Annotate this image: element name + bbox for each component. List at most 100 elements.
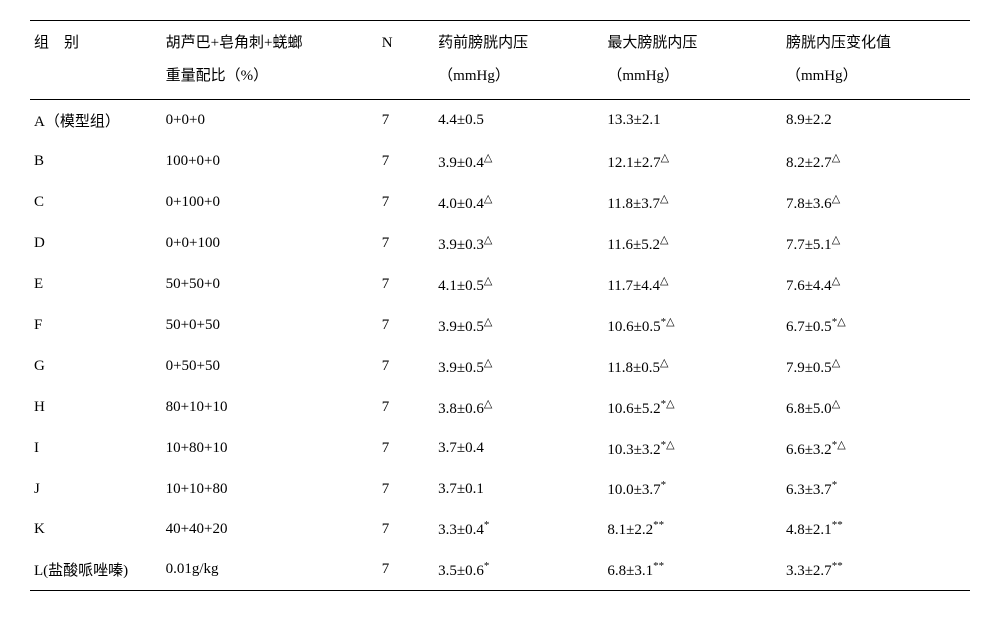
cell-pre: 3.9±0.5△ [434,305,603,346]
cell-max: 11.6±5.2△ [603,223,782,264]
cell-change: 7.6±4.4△ [782,264,970,305]
cell-ratio: 0+100+0 [162,182,378,223]
cell-n: 7 [378,428,434,469]
cell-pre-sup: △ [484,316,492,328]
cell-change-sup: *△ [832,439,846,451]
cell-change-sup: ** [832,560,843,572]
cell-n: 7 [378,346,434,387]
cell-change-sup: * [832,479,838,491]
cell-max-value: 8.1±2.2 [607,522,653,538]
table-row: A（模型组）0+0+074.4±0.513.3±2.18.9±2.2 [30,100,970,142]
cell-pre-value: 3.9±0.5 [438,360,484,376]
cell-ratio: 0+50+50 [162,346,378,387]
cell-max-value: 11.8±0.5 [607,360,660,376]
cell-max-value: 11.8±3.7 [607,196,660,212]
header-pre-line2: （mmHg） [438,68,510,84]
cell-change-value: 7.9±0.5 [786,360,832,376]
header-ratio: 胡芦巴+皂角刺+蜣螂 重量配比（%） [162,21,378,100]
cell-n: 7 [378,100,434,142]
cell-pre-sup: △ [484,152,492,164]
cell-max-sup: ** [653,519,664,531]
cell-max-value: 11.6±5.2 [607,237,660,253]
cell-group: L(盐酸哌唑嗪) [30,549,162,591]
cell-ratio: 0+0+0 [162,100,378,142]
cell-pre: 3.9±0.4△ [434,141,603,182]
cell-max-sup: △ [661,152,669,164]
cell-max: 11.8±0.5△ [603,346,782,387]
cell-change-value: 8.9±2.2 [786,112,832,128]
cell-ratio: 0.01g/kg [162,549,378,591]
cell-group: B [30,141,162,182]
cell-max: 12.1±2.7△ [603,141,782,182]
cell-change: 7.9±0.5△ [782,346,970,387]
cell-pre-value: 3.9±0.3 [438,237,484,253]
cell-change: 7.7±5.1△ [782,223,970,264]
cell-group: C [30,182,162,223]
cell-n: 7 [378,141,434,182]
cell-change-sup: *△ [832,316,846,328]
cell-max-value: 10.6±0.5 [607,319,660,335]
cell-change-sup: △ [832,398,840,410]
cell-max: 6.8±3.1** [603,549,782,591]
cell-pre-value: 4.4±0.5 [438,112,484,128]
cell-change: 6.3±3.7* [782,469,970,509]
cell-group: F [30,305,162,346]
cell-n: 7 [378,182,434,223]
cell-pre-value: 3.9±0.5 [438,319,484,335]
cell-change: 6.6±3.2*△ [782,428,970,469]
cell-group: D [30,223,162,264]
cell-max-value: 6.8±3.1 [607,563,653,579]
cell-pre: 3.7±0.4 [434,428,603,469]
header-pre-line1: 药前膀胱内压 [438,35,528,51]
table-row: H80+10+1073.8±0.6△10.6±5.2*△6.8±5.0△ [30,387,970,428]
header-group: 组 别 [30,21,162,100]
cell-max: 11.7±4.4△ [603,264,782,305]
data-table: 组 别 胡芦巴+皂角刺+蜣螂 重量配比（%） N 药前膀胱内压 （mmHg） 最… [30,20,970,591]
cell-max-sup: *△ [661,398,675,410]
cell-change-sup: △ [832,152,840,164]
cell-max-sup: *△ [661,439,675,451]
header-change: 膀胱内压变化值 （mmHg） [782,21,970,100]
cell-max-sup: * [661,479,667,491]
table-row: J10+10+8073.7±0.110.0±3.7*6.3±3.7* [30,469,970,509]
cell-change-value: 4.8±2.1 [786,522,832,538]
cell-n: 7 [378,387,434,428]
cell-ratio: 50+50+0 [162,264,378,305]
header-ratio-line2: 重量配比（%） [166,68,269,84]
table-row: C0+100+074.0±0.4△11.8±3.7△7.8±3.6△ [30,182,970,223]
cell-ratio: 40+40+20 [162,509,378,549]
cell-pre: 3.7±0.1 [434,469,603,509]
cell-pre-sup: △ [484,234,492,246]
cell-group: K [30,509,162,549]
cell-change-value: 7.6±4.4 [786,278,832,294]
cell-pre-sup: △ [484,398,492,410]
cell-max: 10.6±0.5*△ [603,305,782,346]
cell-pre-value: 3.7±0.1 [438,481,484,497]
cell-change-sup: △ [832,193,840,205]
cell-change-value: 6.6±3.2 [786,442,832,458]
cell-pre-sup: △ [484,193,492,205]
cell-ratio: 80+10+10 [162,387,378,428]
header-n: N [378,21,434,100]
cell-ratio: 0+0+100 [162,223,378,264]
cell-pre-value: 3.3±0.4 [438,522,484,538]
cell-max-value: 10.6±5.2 [607,401,660,417]
cell-max: 10.3±3.2*△ [603,428,782,469]
cell-max: 10.6±5.2*△ [603,387,782,428]
cell-change-value: 7.8±3.6 [786,196,832,212]
cell-change-sup: △ [832,275,840,287]
cell-change-value: 6.8±5.0 [786,401,832,417]
cell-pre: 3.8±0.6△ [434,387,603,428]
table-row: D0+0+10073.9±0.3△11.6±5.2△7.7±5.1△ [30,223,970,264]
header-ratio-line1: 胡芦巴+皂角刺+蜣螂 [166,35,303,51]
cell-change-value: 6.3±3.7 [786,482,832,498]
cell-max: 13.3±2.1 [603,100,782,142]
cell-change: 8.9±2.2 [782,100,970,142]
table-row: L(盐酸哌唑嗪)0.01g/kg73.5±0.6*6.8±3.1**3.3±2.… [30,549,970,591]
cell-group: E [30,264,162,305]
cell-max-sup: △ [660,193,668,205]
cell-change-value: 7.7±5.1 [786,237,832,253]
cell-max-sup: △ [660,357,668,369]
cell-max-sup: △ [660,234,668,246]
cell-max-sup: *△ [661,316,675,328]
